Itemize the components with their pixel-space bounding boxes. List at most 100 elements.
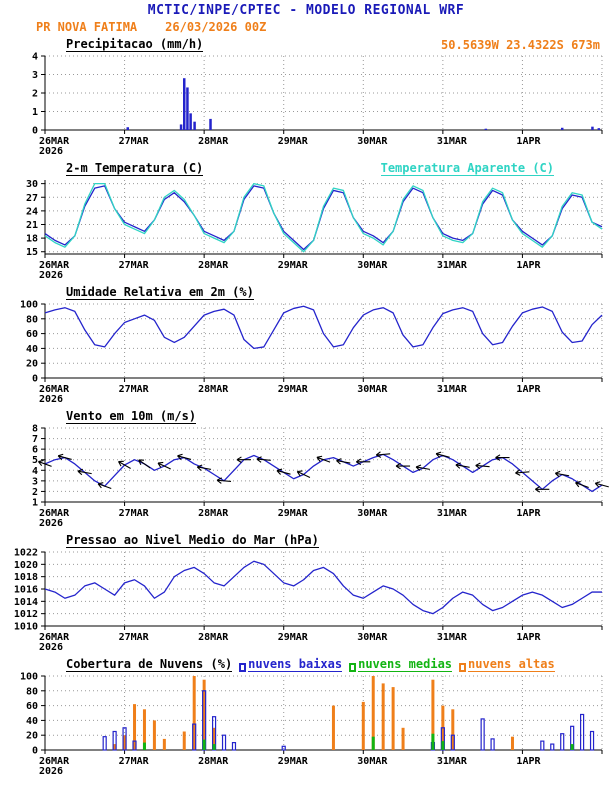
- svg-text:5: 5: [32, 455, 38, 466]
- svg-text:27MAR: 27MAR: [119, 384, 150, 395]
- svg-text:30MAR: 30MAR: [357, 260, 388, 271]
- panel-nuvens-titlebar: Cobertura de Nuvens (%) nuvens baixas nu…: [0, 654, 612, 672]
- svg-text:18: 18: [26, 234, 38, 245]
- svg-text:1APR: 1APR: [516, 136, 541, 147]
- svg-text:1016: 1016: [14, 585, 38, 596]
- temperatura-aparente-legend: Temperatura Aparente (C): [380, 161, 554, 176]
- panel-nuvens: Cobertura de Nuvens (%) nuvens baixas nu…: [0, 654, 612, 778]
- svg-text:20: 20: [26, 731, 38, 742]
- legend-nuvens-baixas: nuvens baixas: [239, 657, 343, 672]
- precipitacao-chart: 0 1 2 3 4 26MAR 27MAR 28MAR 29MAR 30MAR 31MAR 1APR 2…: [32, 52, 603, 157]
- axes: [41, 427, 603, 506]
- svg-text:30MAR: 30MAR: [357, 136, 388, 147]
- svg-text:31MAR: 31MAR: [437, 384, 468, 395]
- panel-pressao: Pressao ao Nivel Medio do Mar (hPa) 1010…: [0, 530, 612, 654]
- svg-text:26MAR: 26MAR: [39, 260, 70, 271]
- svg-text:30: 30: [26, 179, 38, 190]
- panel-temperatura: 2-m Temperatura (C) Temperatura Aparente…: [0, 158, 612, 282]
- nuvens-baixas-label: nuvens baixas: [248, 657, 343, 672]
- svg-text:3: 3: [32, 70, 38, 81]
- svg-text:60: 60: [26, 701, 38, 712]
- tick-labels: 0 20 40 60 80 100 26MAR 27MAR 28MAR 29MAR 30MAR 31M…: [20, 672, 542, 777]
- svg-text:26MAR: 26MAR: [39, 756, 70, 767]
- gridlines: [45, 675, 603, 750]
- svg-text:27MAR: 27MAR: [119, 508, 150, 519]
- tick-labels: 0 1 2 3 4 26MAR 27MAR 28MAR 29MAR 30MAR 31MAR 1APR 2…: [32, 52, 542, 157]
- pressao-title: Pressao ao Nivel Medio do Mar (hPa): [66, 533, 319, 548]
- bars-nuvens baixas: [102, 690, 595, 751]
- svg-text:40: 40: [26, 344, 38, 355]
- svg-text:2026: 2026: [39, 518, 63, 529]
- svg-text:1: 1: [32, 498, 38, 509]
- svg-text:29MAR: 29MAR: [278, 384, 309, 395]
- svg-text:27: 27: [26, 193, 38, 204]
- svg-text:1014: 1014: [14, 597, 38, 608]
- svg-text:80: 80: [26, 314, 38, 325]
- svg-text:2026: 2026: [39, 270, 63, 281]
- svg-text:100: 100: [20, 300, 38, 311]
- svg-text:31MAR: 31MAR: [437, 260, 468, 271]
- svg-text:27MAR: 27MAR: [119, 136, 150, 147]
- location-label: 50.5639W 23.4322S 673m: [441, 38, 600, 52]
- svg-text:26MAR: 26MAR: [39, 508, 70, 519]
- svg-text:31MAR: 31MAR: [437, 756, 468, 767]
- svg-text:30MAR: 30MAR: [357, 632, 388, 643]
- gridlines: [45, 427, 603, 502]
- svg-text:28MAR: 28MAR: [198, 508, 229, 519]
- bars-precipitacao: [126, 78, 601, 130]
- header-subtitle: PR NOVA FATIMA 26/03/2026 00Z: [0, 18, 612, 34]
- svg-text:28MAR: 28MAR: [198, 260, 229, 271]
- umidade-chart: 0 20 40 60 80 100 26MAR 27MAR 28MAR 29MAR 30MAR 31M…: [20, 300, 603, 405]
- axes: [41, 55, 603, 134]
- svg-text:1012: 1012: [14, 609, 38, 620]
- svg-text:31MAR: 31MAR: [437, 136, 468, 147]
- svg-text:60: 60: [26, 329, 38, 340]
- svg-text:2026: 2026: [39, 766, 63, 777]
- svg-text:2026: 2026: [39, 146, 63, 157]
- svg-text:1018: 1018: [14, 572, 38, 583]
- svg-text:30MAR: 30MAR: [357, 384, 388, 395]
- panel-precipitacao-titlebar: Precipitacao (mm/h) 50.5639W 23.4322S 67…: [0, 34, 612, 52]
- svg-text:40: 40: [26, 716, 38, 727]
- bars-nuvens altas: [113, 676, 514, 750]
- wind-arrows: [37, 451, 609, 493]
- nuvens-medias-label: nuvens medias: [358, 657, 453, 672]
- legend-nuvens-medias: nuvens medias: [349, 657, 453, 672]
- svg-text:27MAR: 27MAR: [119, 260, 150, 271]
- svg-text:26MAR: 26MAR: [39, 632, 70, 643]
- svg-text:4: 4: [32, 466, 38, 477]
- svg-text:26MAR: 26MAR: [39, 136, 70, 147]
- panel-vento-titlebar: Vento em 10m (m/s): [0, 406, 612, 424]
- svg-text:29MAR: 29MAR: [278, 756, 309, 767]
- svg-text:24: 24: [26, 206, 38, 217]
- svg-text:28MAR: 28MAR: [198, 384, 229, 395]
- station-name: PR NOVA FATIMA: [36, 20, 138, 34]
- svg-text:1: 1: [32, 107, 38, 118]
- svg-text:80: 80: [26, 686, 38, 697]
- svg-text:100: 100: [20, 672, 38, 683]
- svg-text:1022: 1022: [14, 548, 38, 559]
- axes: [41, 180, 603, 258]
- svg-text:0: 0: [32, 126, 38, 137]
- svg-text:7: 7: [32, 434, 38, 445]
- svg-text:2: 2: [32, 487, 38, 498]
- panel-umidade-titlebar: Umidade Relativa em 2m (%): [0, 282, 612, 300]
- gridlines: [45, 303, 603, 378]
- svg-text:1APR: 1APR: [516, 384, 541, 395]
- axes: [41, 551, 603, 630]
- nuvens-chart: 0 20 40 60 80 100 26MAR 27MAR 28MAR 29MAR 30MAR 31M…: [20, 672, 603, 777]
- svg-text:0: 0: [32, 374, 38, 385]
- line-Pressao: [44, 560, 602, 615]
- svg-text:2: 2: [32, 89, 38, 100]
- bars-nuvens medias: [142, 733, 574, 750]
- nuvens-baixas-swatch: [239, 663, 247, 672]
- line-2-m Temperatura: [44, 185, 603, 251]
- line-Temperatura Aparente: [44, 182, 603, 253]
- tick-labels: 15 18 21 24 27 30 26MAR 27MAR 28MAR 29MAR 30MAR 31M…: [26, 179, 542, 281]
- gridlines: [45, 551, 603, 626]
- nuvens-altas-swatch: [459, 663, 467, 672]
- temperatura-chart: 15 18 21 24 27 30 26MAR 27MAR 28MAR 29MAR 30MAR 31M…: [26, 179, 603, 281]
- nuvens-title: Cobertura de Nuvens (%): [66, 657, 233, 672]
